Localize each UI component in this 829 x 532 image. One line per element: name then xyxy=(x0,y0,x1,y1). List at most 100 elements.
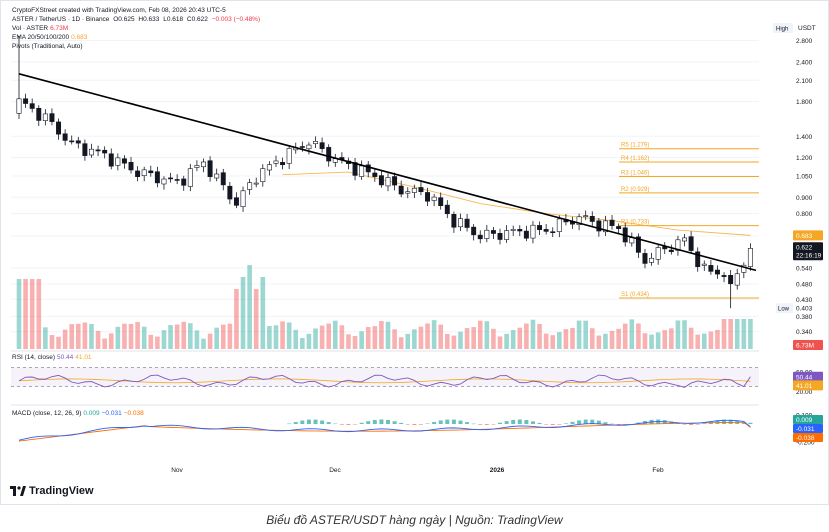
volume-bar xyxy=(280,321,285,349)
rsi-legend[interactable]: RSI (14, close) 50.44 41.01 xyxy=(12,353,92,362)
candle xyxy=(372,168,378,182)
candle xyxy=(635,233,641,258)
volume-bar xyxy=(458,331,463,349)
price-badge-text: 0.622 xyxy=(796,244,813,251)
candle xyxy=(747,243,753,271)
macd-hist-bar xyxy=(379,419,384,424)
candle xyxy=(29,98,35,113)
volume-bar xyxy=(616,328,621,349)
volume-bar xyxy=(431,320,437,349)
descending-trendline[interactable] xyxy=(18,73,757,272)
candle-body xyxy=(405,191,411,194)
candle-body xyxy=(128,162,134,171)
volume-bar xyxy=(352,336,358,349)
candle xyxy=(596,217,602,237)
macd-signal-value: −0.038 xyxy=(123,410,144,417)
symbol-text[interactable]: ASTER / TetherUS · 1D · Binance xyxy=(12,16,110,23)
candle xyxy=(734,268,740,290)
candle xyxy=(484,224,490,243)
candle xyxy=(583,210,589,221)
volume-bar xyxy=(517,327,523,349)
time-label: Nov xyxy=(171,467,183,474)
candle xyxy=(688,231,694,254)
volume-bar xyxy=(69,324,75,349)
macd-hist-bar xyxy=(504,421,509,424)
tradingview-logo-icon xyxy=(10,486,26,496)
candle xyxy=(576,213,582,231)
volume-bar xyxy=(543,333,549,349)
price-chart[interactable]: R5 (1.279) R4 (1.162) R3 (1.046) R2 (0.929)… xyxy=(1,1,829,506)
macd-legend[interactable]: MACD (close, 12, 26, 9) 0.009 −0.031 −0.038 xyxy=(12,409,144,418)
volume-bar xyxy=(570,327,575,349)
candle-body xyxy=(550,231,556,234)
candle-body xyxy=(444,204,450,215)
figure-caption: Biểu đồ ASTER/USDT hàng ngày | Nguồn: Tr… xyxy=(0,513,829,527)
volume-bar xyxy=(286,322,292,349)
candle-body xyxy=(530,224,536,239)
candle xyxy=(220,168,226,191)
candle xyxy=(339,152,345,164)
candle-body xyxy=(708,265,714,272)
macd-hist-bar xyxy=(702,423,707,424)
volume-bar xyxy=(629,319,635,349)
candle-body xyxy=(240,190,246,208)
candle xyxy=(148,165,154,177)
candle xyxy=(326,144,332,167)
volume-bar xyxy=(49,335,55,349)
macd-hist-bar xyxy=(346,424,351,425)
macd-hist-bar xyxy=(530,421,535,424)
volume-legend[interactable]: Vol · ASTER 6.73M xyxy=(12,24,68,33)
candle xyxy=(332,153,338,167)
candle-body xyxy=(556,218,562,232)
candle-body xyxy=(359,165,365,177)
macd-hist-bar xyxy=(682,424,687,425)
volume-bar xyxy=(214,327,219,349)
candle xyxy=(227,182,233,205)
candle xyxy=(444,200,450,219)
pivot-label: R4 (1.162) xyxy=(621,156,649,162)
volume-bar xyxy=(385,321,391,349)
candle xyxy=(306,142,312,155)
credit-line: CryptoFXStreet created with TradingView.… xyxy=(12,6,226,15)
volume-bar xyxy=(122,323,127,349)
candle xyxy=(108,148,114,170)
candle-body xyxy=(174,179,180,181)
candle-body xyxy=(207,160,213,177)
volume-bar xyxy=(234,289,239,349)
macd-hist-bar xyxy=(372,419,377,424)
candle-body xyxy=(227,185,233,200)
volume-bar xyxy=(603,333,608,349)
tradingview-logo[interactable]: TradingView xyxy=(10,485,94,497)
candle xyxy=(570,216,575,229)
macd-tick: -0.200 xyxy=(796,440,815,447)
ema-legend[interactable]: EMA 20/50/100/200 0.683 xyxy=(12,33,87,42)
low-badge-text: Low xyxy=(778,307,790,313)
candle xyxy=(714,265,720,279)
candle-body xyxy=(194,165,200,168)
high-badge xyxy=(773,23,793,33)
pivots-legend[interactable]: Pivots (Traditional, Auto) xyxy=(12,42,83,51)
volume-bar xyxy=(728,319,733,349)
rsi-value: 50.44 xyxy=(57,354,74,361)
macd-hist-bar xyxy=(386,419,390,424)
macd-hist-bar xyxy=(748,422,753,424)
candle xyxy=(662,242,668,255)
candle-body xyxy=(313,141,318,145)
volume-bar xyxy=(220,324,226,349)
candle xyxy=(42,109,48,126)
volume-bar xyxy=(715,329,720,349)
volume-bar xyxy=(36,279,42,349)
volume-bar xyxy=(319,325,325,349)
macd-hist-bar xyxy=(333,423,338,425)
candle xyxy=(504,225,510,243)
candle xyxy=(154,166,160,188)
candle-body xyxy=(16,98,22,114)
candle-body xyxy=(266,164,272,171)
candle-body xyxy=(602,220,608,233)
macd-badge-text: -0.031 xyxy=(796,426,815,433)
price-tick: 0.540 xyxy=(796,265,813,272)
volume-bar xyxy=(392,329,397,349)
macd-signal-line xyxy=(18,421,751,442)
candle-body xyxy=(247,182,253,190)
macd-badge xyxy=(793,424,823,433)
